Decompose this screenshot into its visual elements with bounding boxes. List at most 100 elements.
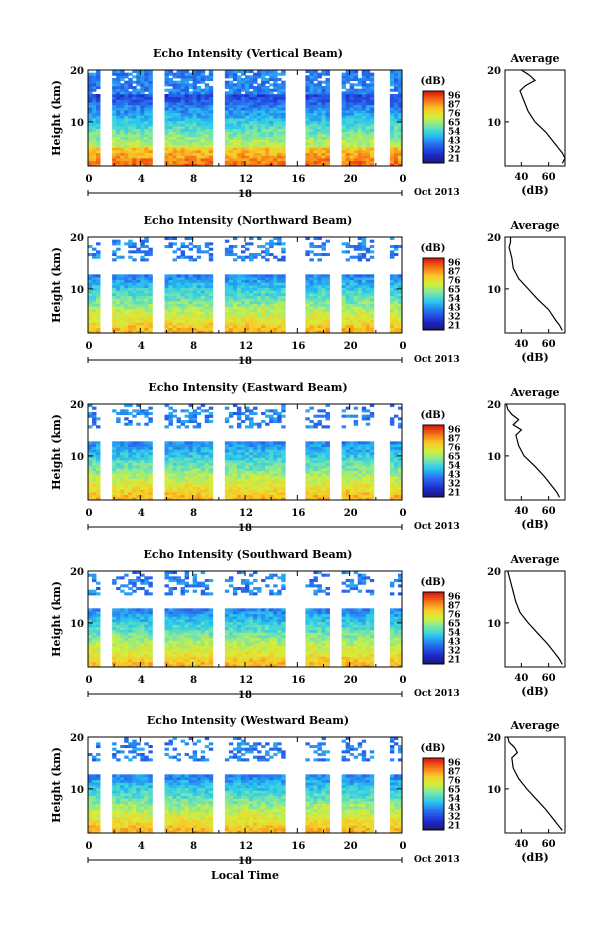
heatmap-cell — [224, 91, 230, 95]
heatmap-cell — [236, 454, 242, 458]
heatmap-cell — [112, 110, 117, 114]
heatmap-cell — [132, 497, 137, 501]
heatmap-cell — [168, 314, 173, 318]
heatmap-cell — [228, 494, 234, 498]
heatmap-cell — [112, 144, 117, 148]
heatmap-cell — [200, 409, 206, 413]
heatmap-cells — [88, 404, 403, 501]
heatmap-cell — [249, 470, 254, 474]
heatmap-cell — [128, 301, 133, 305]
heatmap-cell — [369, 468, 375, 472]
heatmap-cell — [365, 317, 371, 321]
heatmap-cell — [148, 457, 153, 461]
heatmap-cell — [132, 325, 137, 329]
heatmap-cell — [144, 237, 149, 241]
heatmap-cell — [313, 120, 318, 124]
heatmap-cell — [353, 78, 359, 82]
heatmap-cell — [353, 123, 359, 127]
heatmap-cell — [277, 94, 282, 98]
heatmap-cell — [176, 301, 181, 305]
heatmap-cell — [321, 150, 326, 154]
heatmap-cell — [309, 142, 314, 146]
heatmap-cell — [277, 88, 282, 92]
heatmap-cell — [208, 306, 214, 310]
heatmap-cell — [277, 83, 282, 87]
heatmap-cell — [317, 494, 322, 498]
heatmap-cell — [92, 150, 97, 154]
heatmap-cell — [325, 306, 330, 310]
heatmap-cell — [236, 465, 242, 469]
heatmap-cell — [313, 128, 318, 132]
heatmap-cell — [124, 107, 129, 111]
heatmap-cell — [148, 118, 153, 122]
heatmap-cell — [192, 70, 198, 74]
heatmap-cell — [88, 139, 93, 143]
heatmap-cell — [357, 155, 363, 159]
heatmap-cell — [148, 494, 153, 498]
heatmap-cell — [261, 465, 266, 469]
heatmap-cell — [269, 112, 274, 116]
heatmap-cell — [281, 107, 286, 111]
heatmap-cell — [224, 494, 230, 498]
heatmap-cell — [361, 126, 367, 130]
heatmap-cell — [120, 144, 125, 148]
heatmap-cell — [192, 476, 198, 480]
heatmap-cell — [240, 134, 246, 138]
heatmap-cell — [92, 306, 97, 310]
heatmap-cell — [232, 327, 238, 331]
heatmap-cell — [224, 457, 230, 461]
heatmap-cell — [357, 245, 363, 249]
heatmap-cell — [253, 470, 258, 474]
heatmap-cell — [164, 110, 169, 114]
heatmap-cell — [240, 293, 246, 297]
heatmap-cell — [176, 311, 181, 315]
heatmap-cell — [253, 303, 258, 307]
heatmap-cell — [88, 460, 93, 464]
heatmap-cell — [204, 128, 210, 132]
heatmap-cell — [357, 462, 363, 466]
heatmap-cell — [365, 330, 371, 334]
heatmap-cell — [261, 80, 266, 84]
heatmap-cell — [357, 285, 363, 289]
heatmap-cell — [120, 409, 125, 413]
heatmap-cell — [88, 412, 93, 416]
colorbar-swatch — [423, 308, 444, 312]
heatmap-cell — [168, 422, 173, 426]
heatmap-cell — [184, 444, 190, 448]
heatmap-cell — [365, 306, 371, 310]
heatmap-cell — [353, 465, 359, 469]
heatmap-cell — [172, 325, 177, 329]
heatmap-cell — [88, 88, 93, 92]
heatmap-cell — [305, 293, 310, 297]
heatmap-cell — [269, 317, 274, 321]
heatmap-cell — [257, 422, 262, 426]
heatmap-cell — [144, 72, 149, 76]
heatmap-cell — [273, 134, 278, 138]
heatmap-cell — [136, 110, 141, 114]
heatmap-cell — [140, 96, 145, 100]
heatmap-cell — [236, 139, 242, 143]
heatmap-cell — [192, 409, 198, 413]
heatmap-cell — [325, 454, 330, 458]
heatmap-cell — [208, 327, 214, 331]
heatmap-cell — [345, 462, 351, 466]
heatmap-cell — [240, 274, 246, 278]
heatmap-cell — [269, 139, 274, 143]
heatmap-cell — [112, 277, 117, 281]
heatmap-cell — [192, 147, 198, 151]
heatmap-cell — [208, 255, 214, 259]
heatmap-cell — [88, 319, 93, 323]
heatmap-cell — [325, 470, 330, 474]
heatmap-cell — [341, 96, 347, 100]
heatmap-cell — [245, 255, 250, 259]
heatmap-cell — [92, 112, 97, 116]
colorbar-tick-label: 65 — [448, 119, 461, 129]
heatmap-cell — [128, 420, 133, 424]
heatmap-cell — [245, 309, 250, 313]
heatmap-cell — [228, 83, 234, 87]
heatmap-cell — [228, 322, 234, 326]
heatmap-cell — [132, 104, 137, 108]
heatmap-cell — [228, 147, 234, 151]
heatmap-cell — [349, 287, 355, 291]
heatmap-cell — [176, 441, 181, 445]
